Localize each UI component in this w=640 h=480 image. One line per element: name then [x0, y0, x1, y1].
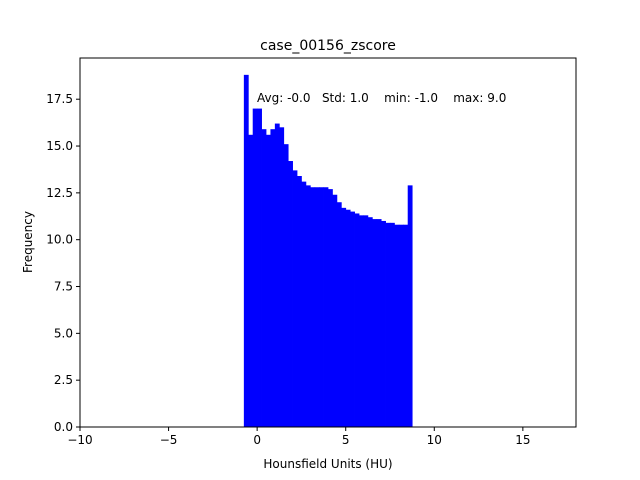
histogram-bar	[270, 129, 276, 427]
y-axis-label: Frequency	[21, 211, 35, 273]
histogram-bar	[323, 187, 329, 427]
histogram-bar	[372, 219, 378, 427]
axes-frame	[79, 57, 577, 428]
y-tick-label: 15.0	[46, 139, 73, 153]
histogram-bar	[292, 170, 298, 427]
histogram-bar	[288, 161, 293, 427]
histogram-bar	[243, 74, 249, 428]
histogram-bar	[314, 187, 320, 427]
histogram-bar	[390, 222, 395, 427]
x-tick-label: 15	[515, 433, 530, 447]
histogram-bar	[319, 187, 324, 427]
histogram-bar	[359, 215, 364, 427]
y-tick-label: 12.5	[46, 186, 73, 200]
y-tick-label: 10.0	[46, 233, 73, 247]
histogram-bar	[336, 202, 342, 427]
histogram-bar	[248, 134, 254, 428]
histogram-bar	[385, 222, 391, 427]
histogram-bar	[274, 123, 280, 427]
histogram-bar	[266, 134, 271, 428]
x-tick-label: −10	[67, 433, 92, 447]
histogram-bar	[403, 224, 409, 427]
histogram-bar	[376, 219, 382, 427]
histogram-bar	[301, 181, 307, 427]
stats-annotation: Avg: -0.0 Std: 1.0 min: -1.0 max: 9.0	[257, 91, 506, 105]
x-tick-label: 10	[427, 433, 442, 447]
y-tick-label: 7.5	[54, 280, 73, 294]
histogram-bar	[310, 187, 316, 427]
histogram-bar	[345, 209, 351, 427]
histogram-bar	[363, 215, 369, 427]
histogram-bar	[297, 176, 302, 427]
x-tick-label: −5	[160, 433, 178, 447]
histogram-bar	[354, 213, 360, 427]
histogram-bar	[341, 207, 347, 427]
bars-group	[243, 74, 413, 428]
histogram-bar	[279, 127, 285, 427]
histogram-bar	[398, 224, 404, 427]
histogram-bar	[367, 217, 373, 427]
histogram-bar	[283, 144, 289, 428]
histogram-bar	[328, 189, 333, 427]
x-axis-ticks: −10 −5 0 5 10 15	[67, 427, 530, 447]
histogram-bar	[261, 129, 267, 427]
histogram-bar	[394, 224, 400, 427]
x-tick-label: 5	[342, 433, 350, 447]
histogram-bar	[350, 211, 355, 427]
histogram-bar	[257, 108, 262, 427]
y-tick-label: 2.5	[54, 373, 73, 387]
histogram-bar	[381, 220, 386, 427]
y-tick-label: 17.5	[46, 92, 73, 106]
histogram-bar	[305, 185, 311, 427]
histogram-bar	[407, 185, 413, 427]
histogram-bar	[252, 108, 258, 427]
chart-title: case_00156_zscore	[260, 38, 396, 54]
y-tick-label: 5.0	[54, 326, 73, 340]
histogram-bar	[332, 194, 338, 427]
y-axis-ticks: 0.0 2.5 5.0 7.5 10.0 12.5 15.0 17.5	[46, 92, 80, 434]
x-axis-label: Hounsfield Units (HU)	[263, 457, 392, 471]
x-tick-label: 0	[253, 433, 261, 447]
y-tick-label: 0.0	[54, 420, 73, 434]
